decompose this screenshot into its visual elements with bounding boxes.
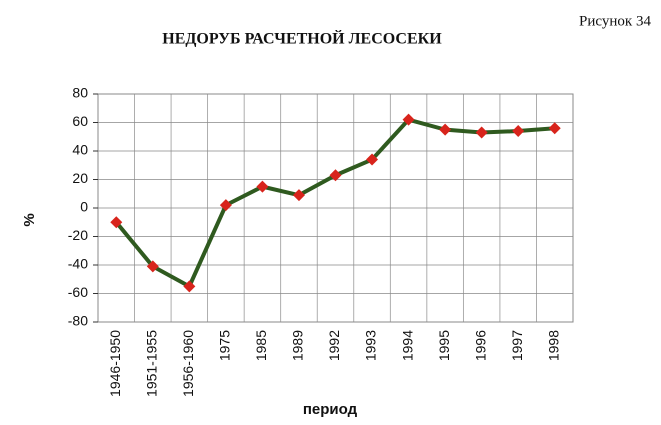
x-tick-label: 1975: [217, 330, 233, 361]
y-tick-label: -40: [68, 256, 88, 272]
marker: [146, 260, 159, 273]
y-axis-label: %: [21, 213, 38, 226]
x-tick-label: 1951-1955: [144, 330, 160, 397]
x-tick-label: 1956-1960: [180, 330, 196, 397]
x-tick-label: 1992: [326, 330, 342, 361]
x-tick-label: 1946-1950: [107, 330, 123, 397]
y-tick-label: 60: [72, 113, 88, 129]
x-tick-label: 1997: [509, 330, 525, 361]
marker: [548, 122, 561, 135]
y-tick-label: -60: [68, 284, 88, 300]
marker: [402, 113, 415, 126]
x-tick-label: 1993: [363, 330, 379, 361]
figure-label: Рисунок 34: [579, 13, 651, 29]
series-line: [114, 117, 555, 289]
y-tick-label: 20: [72, 170, 88, 186]
marker: [475, 126, 488, 139]
marker: [512, 125, 525, 138]
marker: [292, 189, 305, 202]
x-tick-label: 1995: [436, 330, 452, 361]
marker: [329, 169, 342, 182]
x-axis-label: период: [303, 401, 358, 418]
x-tick-label: 1989: [290, 330, 306, 361]
x-tick-label: 1996: [472, 330, 488, 361]
x-tick-label: 1985: [253, 330, 269, 361]
x-tick-label: 1994: [399, 330, 415, 361]
y-tick-label: 80: [72, 85, 88, 101]
marker: [256, 180, 269, 193]
y-tick-label: 0: [80, 199, 88, 215]
chart-title: НЕДОРУБ РАСЧЕТНОЙ ЛЕСОСЕКИ: [162, 29, 442, 48]
marker: [439, 123, 452, 136]
marker: [183, 280, 196, 293]
marker: [219, 199, 232, 212]
y-tick-label: -20: [68, 227, 88, 243]
y-tick-label: -80: [68, 313, 88, 329]
marker: [366, 153, 379, 166]
marker: [110, 216, 123, 229]
y-tick-label: 40: [72, 142, 88, 158]
x-tick-label: 1998: [545, 330, 561, 361]
